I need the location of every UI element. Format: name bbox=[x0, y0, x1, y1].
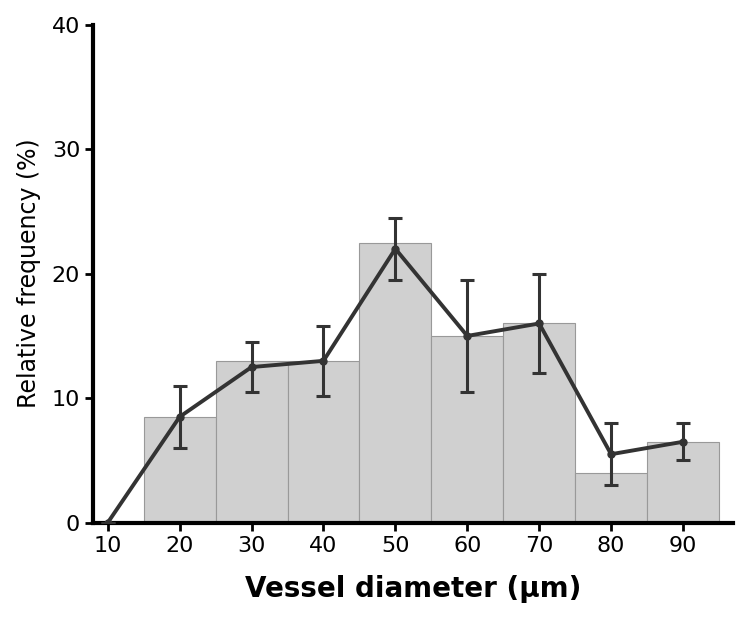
Y-axis label: Relative frequency (%): Relative frequency (%) bbox=[16, 139, 40, 409]
X-axis label: Vessel diameter (μm): Vessel diameter (μm) bbox=[245, 575, 581, 603]
Bar bbox=[575, 473, 647, 523]
Bar bbox=[287, 361, 359, 523]
Bar bbox=[144, 417, 215, 523]
Bar bbox=[215, 361, 287, 523]
Bar bbox=[431, 336, 503, 523]
Bar bbox=[359, 242, 431, 523]
Bar bbox=[503, 324, 575, 523]
Bar bbox=[647, 442, 719, 523]
